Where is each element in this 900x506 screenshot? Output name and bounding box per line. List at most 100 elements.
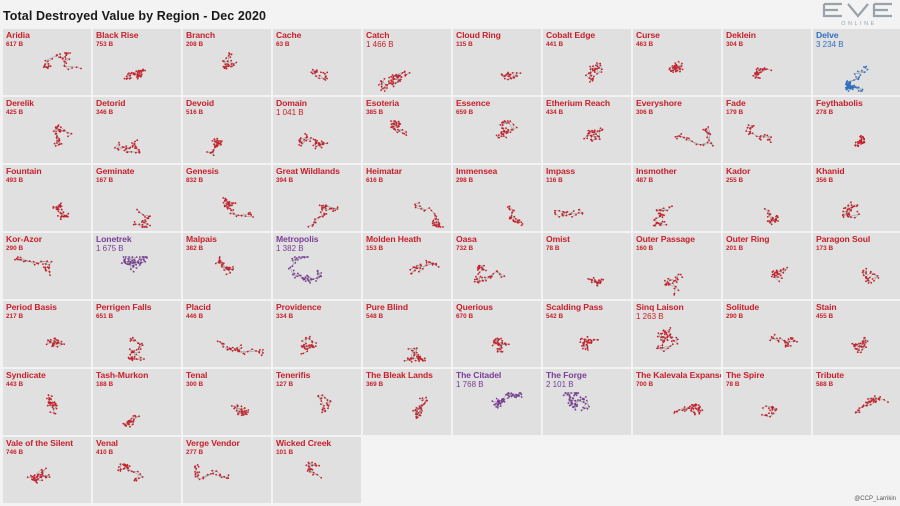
map-node — [49, 65, 52, 68]
map-node — [130, 417, 133, 420]
map-node — [59, 126, 62, 128]
map-node — [60, 208, 63, 211]
map-node — [298, 256, 300, 258]
map-node — [123, 146, 125, 149]
map-node — [690, 408, 693, 410]
map-node — [845, 86, 847, 89]
map-link — [219, 341, 228, 350]
map-node — [420, 408, 423, 410]
map-node — [873, 395, 876, 397]
map-node — [137, 260, 139, 263]
map-node — [662, 336, 665, 338]
map-node — [56, 139, 58, 142]
map-node — [219, 473, 222, 476]
map-node — [240, 214, 243, 217]
map-node — [595, 64, 597, 67]
region-value: 588 B — [816, 381, 834, 388]
map-node — [421, 399, 424, 402]
map-node — [853, 343, 855, 346]
map-node — [586, 346, 589, 348]
map-node — [124, 148, 127, 150]
map-node — [53, 401, 56, 404]
map-node — [669, 327, 672, 329]
map-node — [507, 128, 510, 131]
map-node — [495, 342, 497, 345]
map-node — [506, 73, 509, 75]
region-value: 2 101 B — [546, 380, 574, 389]
map-node — [318, 144, 321, 146]
map-node — [683, 406, 686, 408]
map-node — [510, 77, 513, 80]
map-node — [867, 282, 870, 284]
map-node — [141, 226, 143, 228]
region-name: The Kalevala Expanse — [636, 370, 721, 380]
region-map-scalding-pass — [579, 335, 599, 351]
map-node — [320, 275, 323, 278]
map-node — [790, 336, 792, 339]
map-node — [232, 266, 234, 268]
map-node — [663, 339, 666, 342]
map-node — [212, 154, 215, 157]
region-name: Vale of the Silent — [6, 438, 73, 448]
map-node — [129, 77, 132, 79]
map-node — [306, 347, 309, 350]
map-node — [865, 346, 867, 349]
map-node — [412, 266, 415, 269]
map-node — [210, 473, 212, 475]
map-node — [312, 144, 315, 147]
map-node — [854, 216, 856, 219]
map-node — [568, 399, 571, 402]
map-link — [508, 122, 514, 131]
map-node — [133, 221, 136, 223]
map-node — [320, 146, 323, 149]
map-node — [395, 121, 397, 124]
map-node — [512, 129, 514, 131]
map-node — [213, 144, 216, 146]
map-node — [856, 210, 859, 213]
map-node — [591, 140, 593, 142]
map-node — [854, 141, 857, 144]
map-node — [761, 407, 764, 409]
map-node — [758, 137, 761, 140]
map-node — [133, 356, 136, 358]
map-node — [673, 287, 676, 290]
map-node — [867, 398, 869, 400]
map-node — [779, 270, 782, 272]
map-node — [755, 68, 758, 71]
map-node — [554, 211, 556, 214]
map-node — [668, 330, 670, 333]
map-node — [135, 263, 138, 266]
map-node — [519, 72, 522, 74]
region-cell-derelik: Derelik 425 B — [3, 97, 91, 163]
map-node — [403, 132, 406, 135]
map-node — [791, 337, 794, 339]
map-link — [779, 269, 784, 275]
map-node — [777, 220, 779, 222]
map-node — [665, 283, 668, 286]
map-node — [51, 344, 54, 347]
map-node — [414, 359, 417, 362]
map-node — [298, 274, 301, 276]
map-node — [222, 65, 225, 68]
region-name: Stain — [816, 302, 837, 312]
map-node — [320, 140, 323, 143]
map-node — [850, 204, 853, 206]
map-node — [311, 225, 314, 227]
map-node — [582, 406, 585, 409]
region-value: 78 B — [546, 245, 560, 252]
map-node — [508, 343, 510, 346]
map-link — [658, 333, 662, 340]
map-node — [135, 353, 138, 356]
map-node — [128, 263, 131, 265]
map-link — [478, 269, 483, 275]
map-node — [850, 87, 852, 89]
map-node — [511, 395, 513, 397]
region-value: 179 B — [726, 109, 744, 116]
map-node — [481, 276, 483, 279]
map-node — [123, 77, 126, 80]
map-node — [54, 403, 57, 406]
map-node — [589, 71, 592, 74]
region-name: The Spire — [726, 370, 765, 380]
region-cell-tenal: Tenal 300 B — [183, 369, 271, 435]
map-node — [40, 260, 42, 263]
